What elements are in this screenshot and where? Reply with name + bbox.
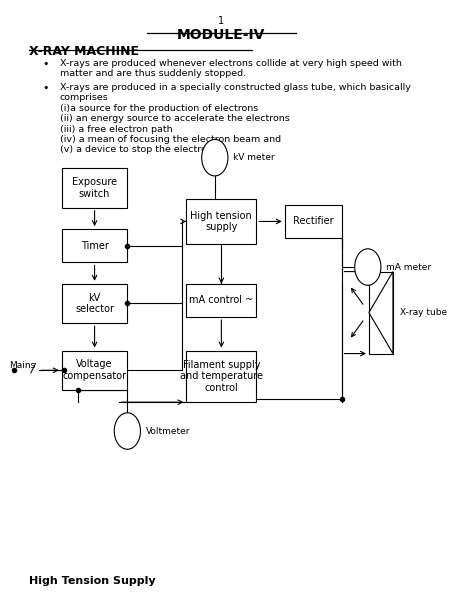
Text: Voltmeter: Voltmeter <box>146 427 190 435</box>
Bar <box>62 229 128 262</box>
Text: Rectifier: Rectifier <box>293 216 334 226</box>
Bar <box>285 205 342 238</box>
Circle shape <box>355 249 381 285</box>
Text: X-rays are produced whenever electrons collide at very high speed with
matter an: X-rays are produced whenever electrons c… <box>60 59 401 78</box>
Text: /: / <box>31 362 36 375</box>
Text: Exposure
switch: Exposure switch <box>72 177 117 199</box>
Text: Filament supply
and temperature
control: Filament supply and temperature control <box>180 360 263 393</box>
Text: Voltage
compensator: Voltage compensator <box>63 359 127 381</box>
Bar <box>369 272 393 354</box>
Circle shape <box>114 413 140 449</box>
Text: MODULE-IV: MODULE-IV <box>177 28 265 42</box>
Bar <box>62 169 128 208</box>
Text: mA control ~: mA control ~ <box>189 295 254 305</box>
Text: X-ray tube: X-ray tube <box>400 308 447 317</box>
Text: Mains: Mains <box>9 361 36 370</box>
Text: X-rays are produced in a specially constructed glass tube, which basically
compr: X-rays are produced in a specially const… <box>60 83 410 154</box>
Text: mA meter: mA meter <box>386 262 431 272</box>
Text: 1: 1 <box>219 16 224 26</box>
Text: •: • <box>42 59 49 69</box>
Bar <box>186 284 256 317</box>
Text: X-RAY MACHINE: X-RAY MACHINE <box>29 45 139 58</box>
Circle shape <box>202 139 228 176</box>
Bar <box>186 199 256 244</box>
Bar <box>62 284 128 323</box>
Text: High Tension Supply: High Tension Supply <box>29 576 155 586</box>
Text: •: • <box>42 83 49 93</box>
Text: High tension
supply: High tension supply <box>191 211 252 232</box>
Text: kV meter: kV meter <box>233 153 275 162</box>
Polygon shape <box>369 272 393 354</box>
Bar <box>62 351 128 390</box>
Text: Timer: Timer <box>81 241 109 251</box>
Bar <box>186 351 256 402</box>
Text: kV
selector: kV selector <box>75 292 114 314</box>
